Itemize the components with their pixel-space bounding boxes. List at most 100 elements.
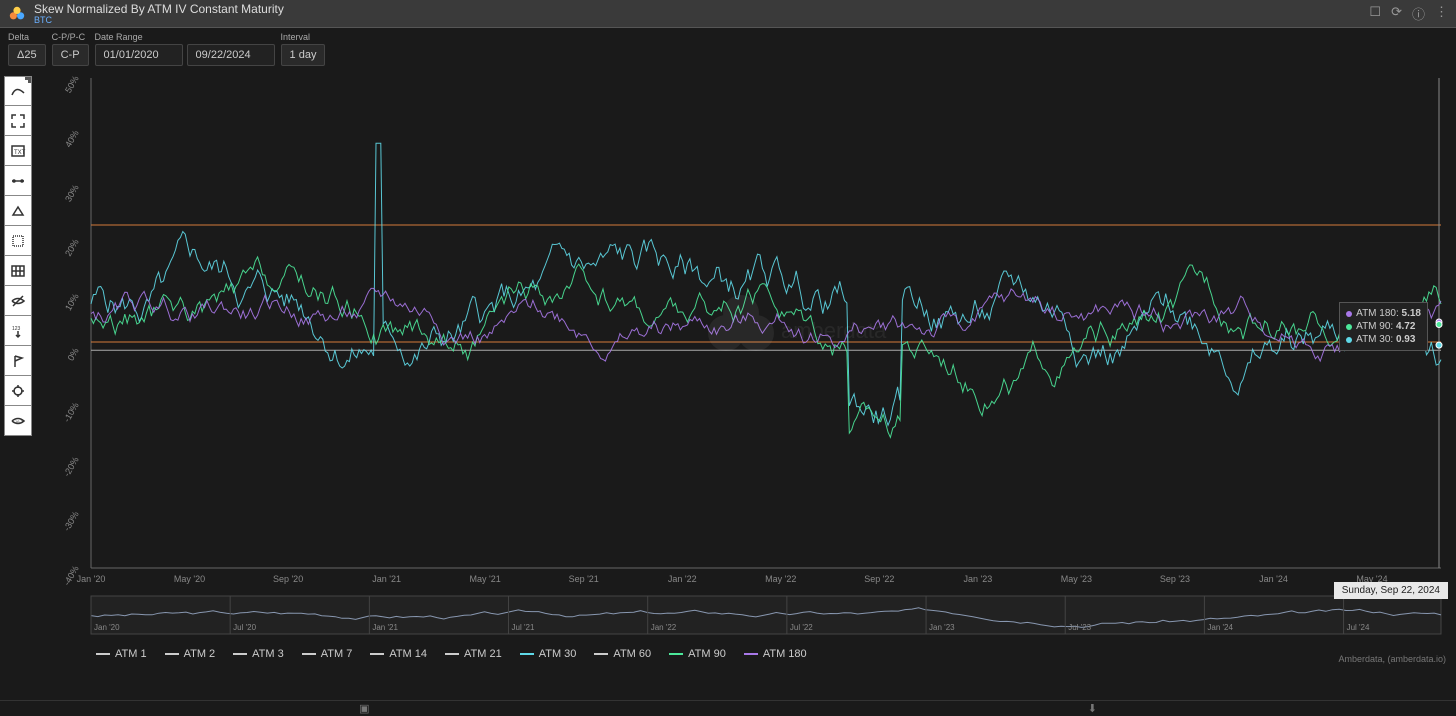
legend-item[interactable]: ATM 3 — [233, 648, 284, 660]
delta-label: Delta — [8, 32, 46, 42]
app-header: Skew Normalized By ATM IV Constant Matur… — [0, 0, 1456, 28]
tooltip-label: ATM 90: 4.72 — [1356, 321, 1415, 332]
info-icon[interactable]: ⓘ — [1412, 4, 1425, 23]
svg-text:May '20: May '20 — [174, 574, 205, 584]
legend-label: ATM 60 — [613, 648, 651, 660]
legend-label: ATM 1 — [115, 648, 147, 660]
tool-hline[interactable] — [4, 166, 32, 196]
tool-view[interactable]: 16.2 — [4, 406, 32, 436]
page-subtitle: BTC — [34, 15, 1369, 25]
tooltip-dot — [1346, 311, 1352, 317]
svg-text:amberdata: amberdata — [781, 318, 887, 343]
date-end-input[interactable] — [187, 44, 275, 66]
tooltip-label: ATM 30: 0.93 — [1356, 334, 1415, 345]
svg-text:-30%: -30% — [62, 510, 81, 533]
svg-text:Sep '22: Sep '22 — [864, 574, 894, 584]
daterange-label: Date Range — [95, 32, 275, 42]
tooltip-label: ATM 180: 5.18 — [1356, 308, 1421, 319]
legend-swatch — [744, 653, 758, 655]
legend-item[interactable]: ATM 60 — [594, 648, 651, 660]
tool-measure[interactable]: 123 — [4, 316, 32, 346]
tool-grid[interactable] — [4, 226, 32, 256]
svg-text:Jan '22: Jan '22 — [651, 623, 677, 632]
chart-container: -40%-30%-20%-10%0%10%20%30%40%50%Jan '20… — [36, 72, 1456, 690]
tooltip-dot — [1346, 324, 1352, 330]
delta-select[interactable]: Δ25 — [8, 44, 46, 66]
legend-label: ATM 180 — [763, 648, 807, 660]
tool-text[interactable]: TXT — [4, 136, 32, 166]
legend-swatch — [594, 653, 608, 655]
main-chart[interactable]: -40%-30%-20%-10%0%10%20%30%40%50%Jan '20… — [36, 72, 1456, 592]
hover-date-badge: Sunday, Sep 22, 2024 — [1334, 582, 1448, 599]
svg-text:123: 123 — [12, 326, 21, 332]
legend-item[interactable]: ATM 2 — [165, 648, 216, 660]
svg-text:Jul '21: Jul '21 — [512, 623, 535, 632]
legend-item[interactable]: ATM 90 — [669, 648, 726, 660]
date-start-input[interactable] — [95, 44, 183, 66]
legend-label: ATM 3 — [252, 648, 284, 660]
tool-draw-line[interactable] — [4, 76, 32, 106]
legend-item[interactable]: ATM 21 — [445, 648, 502, 660]
legend-item[interactable]: ATM 7 — [302, 648, 353, 660]
legend-label: ATM 14 — [389, 648, 427, 660]
controls-bar: Delta Δ25 C-P/P-C C-P Date Range Interva… — [0, 28, 1456, 72]
svg-text:May '23: May '23 — [1061, 574, 1092, 584]
svg-text:0%: 0% — [66, 346, 81, 362]
camera-icon[interactable]: ▣ — [359, 702, 369, 715]
tooltip-dot — [1346, 337, 1352, 343]
svg-text:Jul '22: Jul '22 — [790, 623, 813, 632]
legend-item[interactable]: ATM 180 — [744, 648, 807, 660]
legend-label: ATM 7 — [321, 648, 353, 660]
legend-label: ATM 90 — [688, 648, 726, 660]
svg-text:Jan '24: Jan '24 — [1207, 623, 1233, 632]
legend-swatch — [233, 653, 247, 655]
refresh-icon[interactable]: ⟳ — [1391, 4, 1402, 23]
tool-fullscreen[interactable] — [4, 106, 32, 136]
svg-text:50%: 50% — [63, 74, 81, 95]
download-icon[interactable]: ⬇ — [1088, 702, 1097, 715]
svg-text:Jan '20: Jan '20 — [94, 623, 120, 632]
attribution: Amberdata, (amberdata.io) — [1338, 654, 1446, 664]
tool-flag[interactable] — [4, 346, 32, 376]
svg-text:10%: 10% — [63, 292, 81, 313]
svg-text:20%: 20% — [63, 237, 81, 258]
svg-text:-10%: -10% — [62, 401, 81, 424]
legend-item[interactable]: ATM 1 — [96, 648, 147, 660]
bookmark-icon[interactable]: ☐ — [1369, 4, 1381, 23]
menu-icon[interactable]: ⋮ — [1435, 4, 1448, 23]
cppc-label: C-P/P-C — [52, 32, 89, 42]
interval-select[interactable]: 1 day — [281, 44, 326, 66]
svg-text:Sep '20: Sep '20 — [273, 574, 303, 584]
cppc-select[interactable]: C-P — [52, 44, 89, 66]
legend-item[interactable]: ATM 14 — [370, 648, 427, 660]
svg-text:May '21: May '21 — [470, 574, 501, 584]
svg-text:Jan '24: Jan '24 — [1259, 574, 1288, 584]
interval-label: Interval — [281, 32, 326, 42]
svg-text:May '22: May '22 — [765, 574, 796, 584]
chart-toolbar: TXT 123 16.2 — [0, 72, 36, 690]
chart-legend: ATM 1 ATM 2 ATM 3 ATM 7 ATM 14 ATM 21 AT… — [36, 642, 1456, 666]
legend-label: ATM 2 — [184, 648, 216, 660]
svg-text:30%: 30% — [63, 183, 81, 204]
svg-text:-20%: -20% — [62, 455, 81, 478]
tooltip-row: ATM 90: 4.72 — [1346, 320, 1421, 333]
tool-triangle[interactable] — [4, 196, 32, 226]
logo-icon — [8, 5, 26, 23]
legend-item[interactable]: ATM 30 — [520, 648, 577, 660]
tooltip-row: ATM 180: 5.18 — [1346, 307, 1421, 320]
page-title: Skew Normalized By ATM IV Constant Matur… — [34, 2, 1369, 16]
svg-text:Jul '20: Jul '20 — [233, 623, 256, 632]
tool-table[interactable] — [4, 256, 32, 286]
svg-text:Jan '21: Jan '21 — [372, 623, 398, 632]
svg-text:Jul '24: Jul '24 — [1347, 623, 1370, 632]
legend-swatch — [520, 653, 534, 655]
legend-label: ATM 30 — [539, 648, 577, 660]
tool-hide[interactable] — [4, 286, 32, 316]
svg-text:Jan '23: Jan '23 — [963, 574, 992, 584]
tool-target[interactable] — [4, 376, 32, 406]
svg-text:Sep '23: Sep '23 — [1160, 574, 1190, 584]
legend-swatch — [445, 653, 459, 655]
brush-chart[interactable]: Jan '20 Jul '20 Jan '21 Jul '21 Jan '22 Jul '… — [36, 594, 1456, 642]
svg-text:Sep '21: Sep '21 — [569, 574, 599, 584]
legend-label: ATM 21 — [464, 648, 502, 660]
